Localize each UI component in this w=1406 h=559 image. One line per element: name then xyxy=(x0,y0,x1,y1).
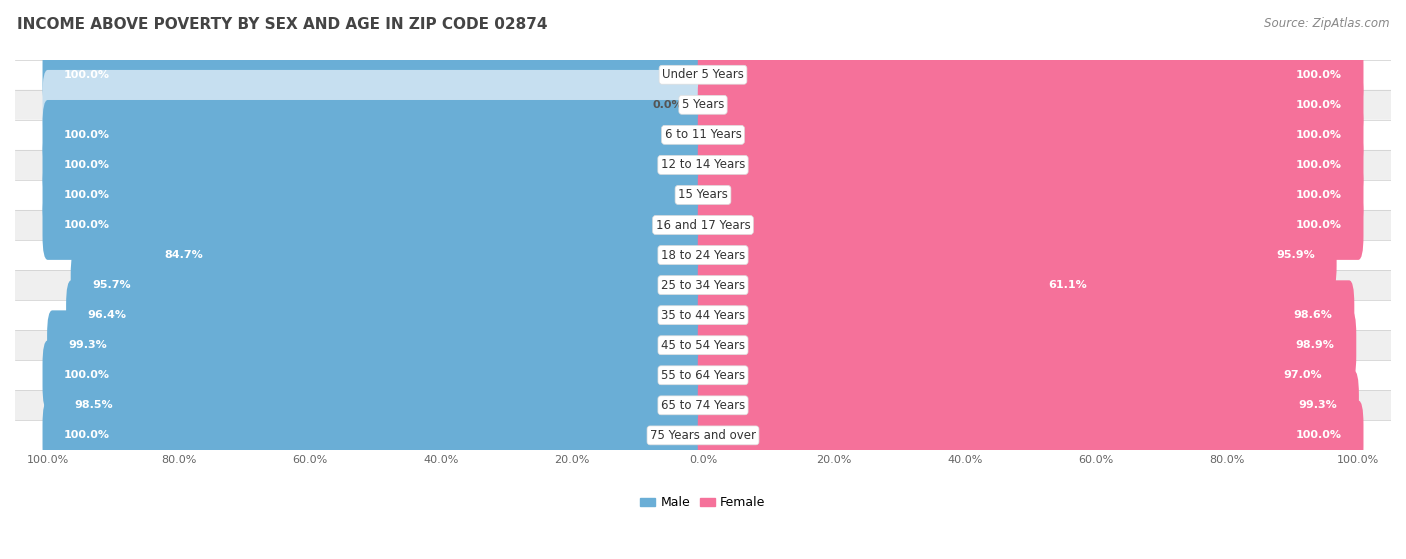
Text: INCOME ABOVE POVERTY BY SEX AND AGE IN ZIP CODE 02874: INCOME ABOVE POVERTY BY SEX AND AGE IN Z… xyxy=(17,17,547,32)
FancyBboxPatch shape xyxy=(15,360,1391,390)
Text: 5 Years: 5 Years xyxy=(682,98,724,111)
Text: 61.1%: 61.1% xyxy=(1049,280,1087,290)
Text: 100.0%: 100.0% xyxy=(1296,70,1341,80)
FancyBboxPatch shape xyxy=(697,280,1354,350)
Text: 100.0%: 100.0% xyxy=(65,370,110,380)
Legend: Male, Female: Male, Female xyxy=(636,491,770,514)
Text: 100.0%: 100.0% xyxy=(65,220,110,230)
Text: 98.9%: 98.9% xyxy=(1296,340,1334,350)
Text: 99.3%: 99.3% xyxy=(1299,400,1337,410)
FancyBboxPatch shape xyxy=(15,270,1391,300)
FancyBboxPatch shape xyxy=(697,40,1364,110)
FancyBboxPatch shape xyxy=(42,340,709,410)
FancyBboxPatch shape xyxy=(15,390,1391,420)
FancyBboxPatch shape xyxy=(15,210,1391,240)
FancyBboxPatch shape xyxy=(697,250,1108,320)
Text: 18 to 24 Years: 18 to 24 Years xyxy=(661,249,745,262)
Text: Source: ZipAtlas.com: Source: ZipAtlas.com xyxy=(1264,17,1389,30)
Text: Under 5 Years: Under 5 Years xyxy=(662,68,744,81)
FancyBboxPatch shape xyxy=(697,401,1364,470)
Text: 100.0%: 100.0% xyxy=(65,160,110,170)
Text: 95.9%: 95.9% xyxy=(1277,250,1315,260)
FancyBboxPatch shape xyxy=(15,180,1391,210)
FancyBboxPatch shape xyxy=(52,371,709,440)
Text: 0.0%: 0.0% xyxy=(652,100,683,110)
Text: 99.3%: 99.3% xyxy=(69,340,107,350)
FancyBboxPatch shape xyxy=(15,240,1391,270)
Text: 25 to 34 Years: 25 to 34 Years xyxy=(661,278,745,292)
Text: 100.0%: 100.0% xyxy=(65,130,110,140)
FancyBboxPatch shape xyxy=(15,60,1391,90)
FancyBboxPatch shape xyxy=(697,190,1364,260)
Text: 100.0%: 100.0% xyxy=(1296,160,1341,170)
FancyBboxPatch shape xyxy=(42,70,709,140)
FancyBboxPatch shape xyxy=(15,150,1391,180)
FancyBboxPatch shape xyxy=(42,130,709,200)
FancyBboxPatch shape xyxy=(143,220,709,290)
Text: 35 to 44 Years: 35 to 44 Years xyxy=(661,309,745,321)
Text: 6 to 11 Years: 6 to 11 Years xyxy=(665,129,741,141)
FancyBboxPatch shape xyxy=(697,220,1337,290)
Text: 45 to 54 Years: 45 to 54 Years xyxy=(661,339,745,352)
Text: 100.0%: 100.0% xyxy=(65,190,110,200)
FancyBboxPatch shape xyxy=(15,330,1391,360)
FancyBboxPatch shape xyxy=(697,70,1364,140)
FancyBboxPatch shape xyxy=(42,160,709,230)
FancyBboxPatch shape xyxy=(15,90,1391,120)
FancyBboxPatch shape xyxy=(697,100,1364,170)
FancyBboxPatch shape xyxy=(697,340,1344,410)
FancyBboxPatch shape xyxy=(697,371,1358,440)
Text: 97.0%: 97.0% xyxy=(1284,370,1322,380)
Text: 100.0%: 100.0% xyxy=(1296,430,1341,440)
FancyBboxPatch shape xyxy=(15,420,1391,451)
Text: 100.0%: 100.0% xyxy=(1296,100,1341,110)
Text: 55 to 64 Years: 55 to 64 Years xyxy=(661,369,745,382)
FancyBboxPatch shape xyxy=(697,310,1357,380)
FancyBboxPatch shape xyxy=(42,190,709,260)
FancyBboxPatch shape xyxy=(697,160,1364,230)
Text: 65 to 74 Years: 65 to 74 Years xyxy=(661,399,745,412)
FancyBboxPatch shape xyxy=(697,130,1364,200)
Text: 100.0%: 100.0% xyxy=(1296,190,1341,200)
Text: 15 Years: 15 Years xyxy=(678,188,728,201)
Text: 16 and 17 Years: 16 and 17 Years xyxy=(655,219,751,231)
FancyBboxPatch shape xyxy=(15,300,1391,330)
Text: 12 to 14 Years: 12 to 14 Years xyxy=(661,158,745,172)
Text: 95.7%: 95.7% xyxy=(93,280,131,290)
Text: 96.4%: 96.4% xyxy=(87,310,127,320)
Text: 84.7%: 84.7% xyxy=(165,250,202,260)
FancyBboxPatch shape xyxy=(42,401,709,470)
FancyBboxPatch shape xyxy=(42,100,709,170)
FancyBboxPatch shape xyxy=(42,40,709,110)
Text: 100.0%: 100.0% xyxy=(65,70,110,80)
FancyBboxPatch shape xyxy=(48,310,709,380)
Text: 100.0%: 100.0% xyxy=(65,430,110,440)
FancyBboxPatch shape xyxy=(70,250,709,320)
Text: 75 Years and over: 75 Years and over xyxy=(650,429,756,442)
Text: 98.5%: 98.5% xyxy=(75,400,112,410)
Text: 98.6%: 98.6% xyxy=(1294,310,1333,320)
Text: 100.0%: 100.0% xyxy=(1296,130,1341,140)
FancyBboxPatch shape xyxy=(66,280,709,350)
Text: 100.0%: 100.0% xyxy=(1296,220,1341,230)
FancyBboxPatch shape xyxy=(15,120,1391,150)
